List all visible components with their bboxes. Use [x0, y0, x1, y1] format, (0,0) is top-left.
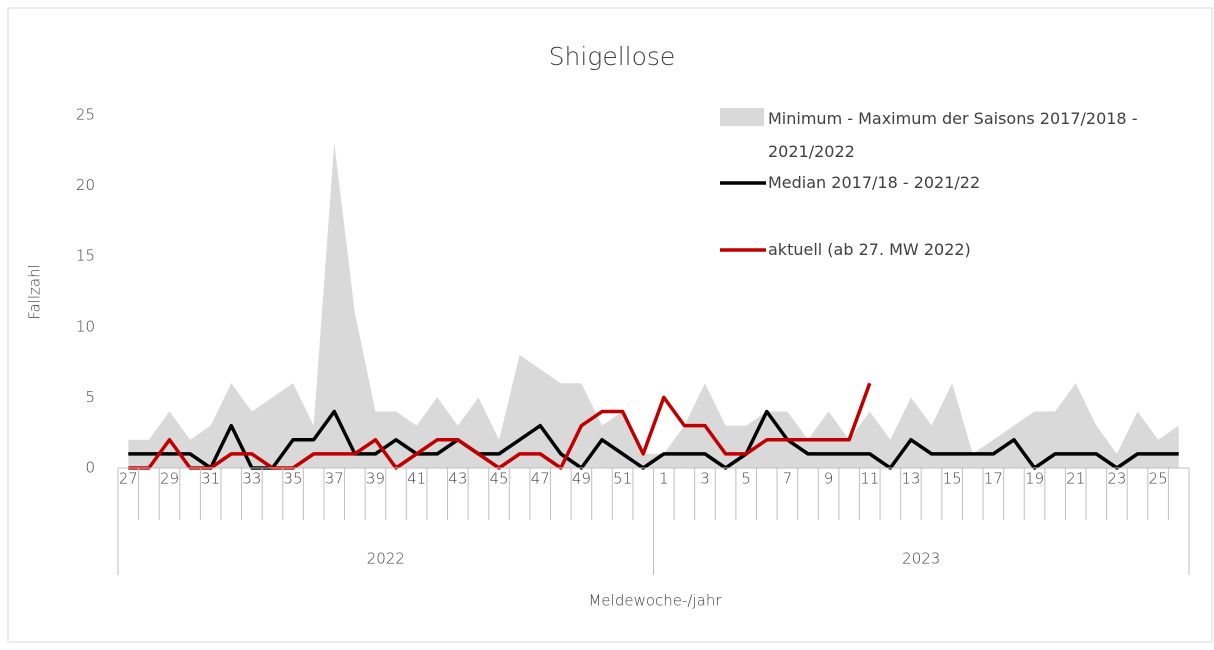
x-tick-label: 49: [572, 470, 591, 488]
x-tick-label: 25: [1149, 470, 1168, 488]
range-area: [128, 143, 1179, 469]
x-tick-label: 37: [325, 470, 344, 488]
x-tick-label: 41: [407, 470, 426, 488]
x-tick-label: 5: [741, 470, 751, 488]
x-group-label: 2023: [902, 550, 940, 568]
y-tick-label: 20: [76, 176, 95, 194]
x-tick-label: 21: [1066, 470, 1085, 488]
x-tick-label: 43: [448, 470, 467, 488]
x-tick-label: 45: [489, 470, 508, 488]
x-tick-label: 9: [824, 470, 834, 488]
line: [128, 409, 1179, 470]
x-tick-label: 27: [119, 470, 138, 488]
legend-entry: aktuell (ab 27. MW 2022): [768, 240, 971, 259]
x-tick-label: 29: [160, 470, 179, 488]
x-group-label: 2022: [367, 550, 405, 568]
chart-title: Shigellose: [549, 42, 676, 71]
x-tick-label: 7: [783, 470, 793, 488]
x-tick-label: 33: [242, 470, 261, 488]
legend-label: aktuell (ab 27. MW 2022): [768, 240, 971, 259]
x-tick-label: 23: [1107, 470, 1126, 488]
y-tick-label: 25: [76, 106, 95, 124]
legend-entry: Median 2017/18 - 2021/22: [768, 173, 981, 192]
x-tick-label: 35: [284, 470, 303, 488]
legend-label: Median 2017/18 - 2021/22: [768, 173, 981, 192]
chart-frame: [7, 7, 1213, 643]
x-tick-label: 31: [201, 470, 220, 488]
x-tick-label: 15: [943, 470, 962, 488]
y-tick-label: 10: [76, 317, 95, 335]
x-tick-label: 17: [984, 470, 1003, 488]
x-tick-label: 11: [860, 470, 879, 488]
y-tick-label: 15: [76, 247, 95, 265]
legend-entry: Minimum - Maximum der Saisons 2017/2018 …: [768, 109, 1138, 161]
legend-label: Minimum - Maximum der Saisons 2017/2018 …: [768, 109, 1138, 161]
x-tick-label: 13: [901, 470, 920, 488]
y-tick-label: 5: [85, 388, 95, 406]
x-tick-label: 51: [613, 470, 632, 488]
x-tick-label: 39: [366, 470, 385, 488]
y-tick-label: 0: [85, 459, 95, 477]
x-tick-label: 47: [531, 470, 550, 488]
x-tick-label: 1: [659, 470, 669, 488]
x-axis-title: Meldewoche-/jahr: [588, 592, 722, 610]
y-axis-title: Fallzahl: [26, 264, 44, 320]
legend-swatch: [720, 108, 764, 126]
x-tick-label: 19: [1025, 470, 1044, 488]
x-tick-label: 3: [700, 470, 710, 488]
